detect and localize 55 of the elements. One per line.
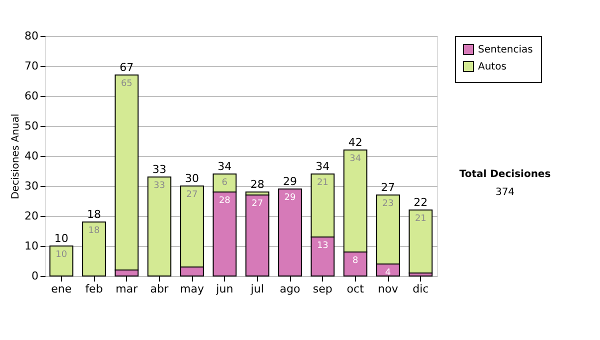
data-label: 13 <box>316 241 328 251</box>
x-tick-label: sep <box>312 282 332 296</box>
total-label: 30 <box>185 172 199 185</box>
y-tick-label: 70 <box>24 60 38 72</box>
legend-label: Sentencias <box>478 44 533 56</box>
y-tick-label: 50 <box>24 120 38 132</box>
bar <box>408 210 433 274</box>
y-tick-label: 30 <box>24 180 38 192</box>
data-label: 28 <box>218 196 231 206</box>
data-label: 10 <box>56 250 68 260</box>
data-label: 21 <box>316 178 328 188</box>
x-tick-label: ago <box>280 282 300 296</box>
x-tick-label: mar <box>116 282 138 296</box>
total-label: 67 <box>120 61 134 74</box>
data-label: 4 <box>385 268 392 278</box>
total-label: 18 <box>87 208 101 221</box>
y-tick-label: 80 <box>24 30 38 42</box>
data-label: 18 <box>88 226 100 236</box>
total-label: 10 <box>54 232 68 245</box>
y-tick-label: 10 <box>24 240 38 252</box>
data-label: 27 <box>186 190 198 200</box>
data-label: 6 <box>222 178 228 188</box>
y-tick-label: 20 <box>24 210 38 222</box>
y-tick-label: 0 <box>32 270 38 282</box>
x-tick-label: dic <box>412 282 429 296</box>
text: 374 <box>495 187 515 198</box>
x-tick-label: oct <box>346 282 365 296</box>
data-label: 23 <box>382 199 394 209</box>
x-tick-label: may <box>180 282 204 296</box>
x-tick-label: jul <box>250 282 264 296</box>
data-label: 29 <box>284 193 296 203</box>
text: Total Decisiones <box>459 169 551 180</box>
total-label: 42 <box>348 136 362 149</box>
x-tick-label: abr <box>150 282 169 296</box>
total-label: 34 <box>316 160 330 173</box>
x-tick-label: ene <box>51 282 72 296</box>
legend-label: Autos <box>478 62 506 72</box>
total-label: 34 <box>218 160 232 173</box>
data-label: 27 <box>252 199 264 209</box>
total-label: 29 <box>283 175 297 188</box>
total-label: 28 <box>250 178 264 191</box>
x-tick-label: feb <box>85 282 103 296</box>
y-tick-label: 40 <box>24 150 38 162</box>
total-label: 33 <box>152 163 166 176</box>
total-label: 27 <box>381 181 395 194</box>
data-label: 65 <box>120 79 132 89</box>
x-tick-label: nov <box>378 282 399 296</box>
x-tick-label: jun <box>215 282 234 296</box>
data-label: 21 <box>414 214 426 224</box>
y-axis-title: Decisiones Anual <box>10 114 22 200</box>
total-label: 22 <box>414 196 428 209</box>
y-tick-label: 60 <box>24 90 38 102</box>
data-label: 8 <box>352 256 358 266</box>
data-label: 34 <box>350 154 362 164</box>
data-label: 33 <box>154 181 166 191</box>
